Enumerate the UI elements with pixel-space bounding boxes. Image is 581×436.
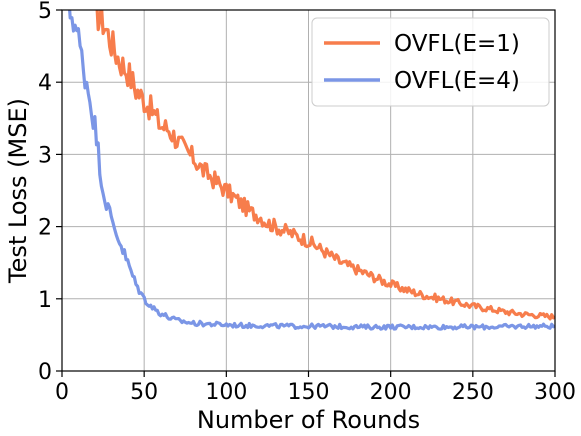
- legend-box: [311, 17, 550, 107]
- x-tick-label: 250: [452, 380, 494, 405]
- y-tick-label: 2: [38, 216, 52, 241]
- series-line-2: [68, 10, 555, 331]
- y-tick-label: 1: [38, 288, 52, 313]
- x-axis-label: Number of Rounds: [197, 406, 420, 434]
- series-line-1: [95, 10, 555, 321]
- legend-label: OVFL(E=4): [394, 68, 520, 94]
- y-tick-label: 3: [38, 143, 52, 168]
- x-tick-label: 150: [288, 380, 330, 405]
- x-tick-label: 100: [205, 380, 247, 405]
- legend: OVFL(E=1) OVFL(E=4): [311, 17, 550, 107]
- legend-label: OVFL(E=1): [394, 31, 520, 57]
- axis-ticks: 0 50 100 150 200 250 300 0 1 2 3 4 5: [38, 0, 576, 405]
- y-axis-label: Test Loss (MSE): [4, 98, 32, 284]
- x-tick-label: 0: [55, 380, 69, 405]
- series-lines: [68, 10, 555, 331]
- y-tick-label: 5: [38, 0, 52, 24]
- x-tick-label: 200: [370, 380, 412, 405]
- y-tick-label: 4: [38, 71, 52, 96]
- y-tick-label: 0: [38, 360, 52, 385]
- x-tick-label: 50: [130, 380, 158, 405]
- x-tick-label: 300: [534, 380, 576, 405]
